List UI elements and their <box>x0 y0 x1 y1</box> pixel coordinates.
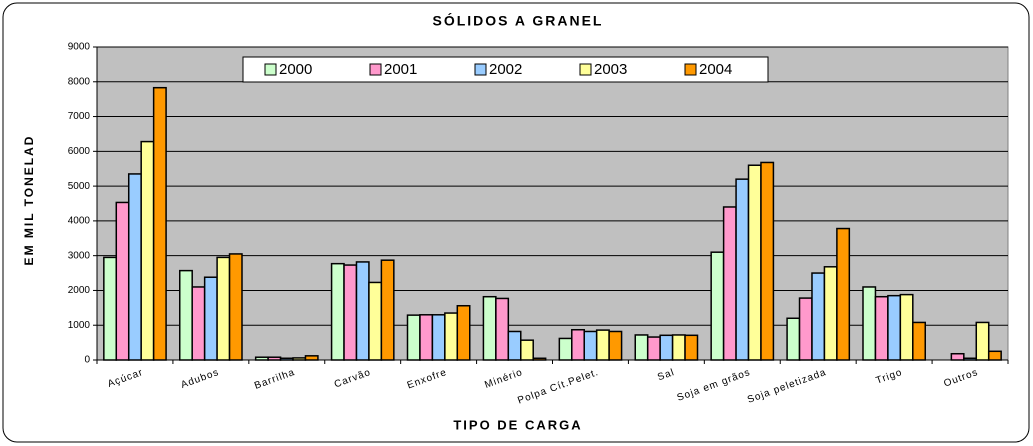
bar <box>963 357 978 361</box>
y-tick-label: 4000 <box>68 216 91 227</box>
bar <box>798 297 813 361</box>
bar <box>887 294 902 361</box>
legend <box>242 56 769 83</box>
bar <box>355 261 370 361</box>
bar <box>419 314 434 361</box>
bar <box>267 356 282 361</box>
legend-label: 2001 <box>384 61 417 78</box>
bar <box>874 295 889 361</box>
bar <box>671 334 686 361</box>
bar <box>520 339 534 361</box>
bar <box>191 286 206 361</box>
legend-swatch <box>369 63 382 76</box>
x-axis-label: TIPO DE CARGA <box>453 417 582 432</box>
bar <box>646 336 661 361</box>
bar <box>228 253 243 361</box>
y-tick-label: 5000 <box>68 181 91 192</box>
bar <box>380 259 395 361</box>
bar <box>823 266 838 361</box>
bar <box>178 269 193 361</box>
bar <box>216 256 231 361</box>
legend-label: 2002 <box>489 61 522 78</box>
bar <box>279 357 294 361</box>
bar <box>406 314 421 361</box>
legend-swatch <box>474 63 487 76</box>
bar <box>558 337 573 361</box>
bar <box>304 355 319 361</box>
y-tick-label: 0 <box>84 355 90 366</box>
bar <box>152 86 167 361</box>
legend-swatch <box>684 63 697 76</box>
bar <box>659 334 674 361</box>
bar <box>532 357 547 361</box>
y-tick-label: 2000 <box>68 285 91 296</box>
y-tick-label: 8000 <box>68 76 91 87</box>
bar <box>330 262 345 361</box>
legend-label: 2000 <box>279 61 312 78</box>
bar <box>975 321 990 361</box>
bar <box>987 350 1002 361</box>
bar <box>254 356 269 361</box>
bar <box>735 178 750 361</box>
y-tick-label: 3000 <box>68 250 91 261</box>
bar <box>495 297 510 361</box>
bar <box>140 140 155 361</box>
bar <box>456 304 471 361</box>
y-tick-label: 7000 <box>68 111 91 122</box>
bar <box>862 286 877 361</box>
legend-swatch <box>264 63 277 76</box>
bar <box>507 330 522 361</box>
bar <box>203 276 218 361</box>
bar <box>127 173 142 361</box>
bar <box>583 330 598 361</box>
bar <box>747 164 762 361</box>
legend-label: 2004 <box>699 61 732 78</box>
bar <box>343 264 358 361</box>
bar <box>760 161 775 361</box>
bar <box>710 251 725 361</box>
bar <box>950 352 965 361</box>
bar <box>899 293 914 361</box>
plot-area <box>96 46 1009 361</box>
bar <box>292 357 307 361</box>
legend-swatch <box>579 63 592 76</box>
legend-label: 2003 <box>594 61 627 78</box>
bar <box>786 317 801 361</box>
y-axis-label: EM MIL TONELAD <box>22 135 36 266</box>
bar <box>684 334 699 361</box>
bar <box>634 334 649 361</box>
bar <box>571 328 585 361</box>
bar <box>608 330 623 361</box>
bar <box>482 295 497 361</box>
bar <box>912 321 927 361</box>
y-tick-label: 9000 <box>68 42 91 53</box>
bar <box>811 272 826 361</box>
y-tick-label: 1000 <box>68 320 91 331</box>
bar <box>431 314 446 361</box>
bar <box>368 281 383 361</box>
bar <box>115 201 130 361</box>
bar <box>444 312 459 361</box>
bar <box>722 206 737 361</box>
bar <box>103 256 118 361</box>
chart-title: SÓLIDOS A GRANEL <box>433 12 604 29</box>
bar <box>836 227 851 361</box>
y-tick-label: 6000 <box>68 146 91 157</box>
bar <box>595 329 610 361</box>
